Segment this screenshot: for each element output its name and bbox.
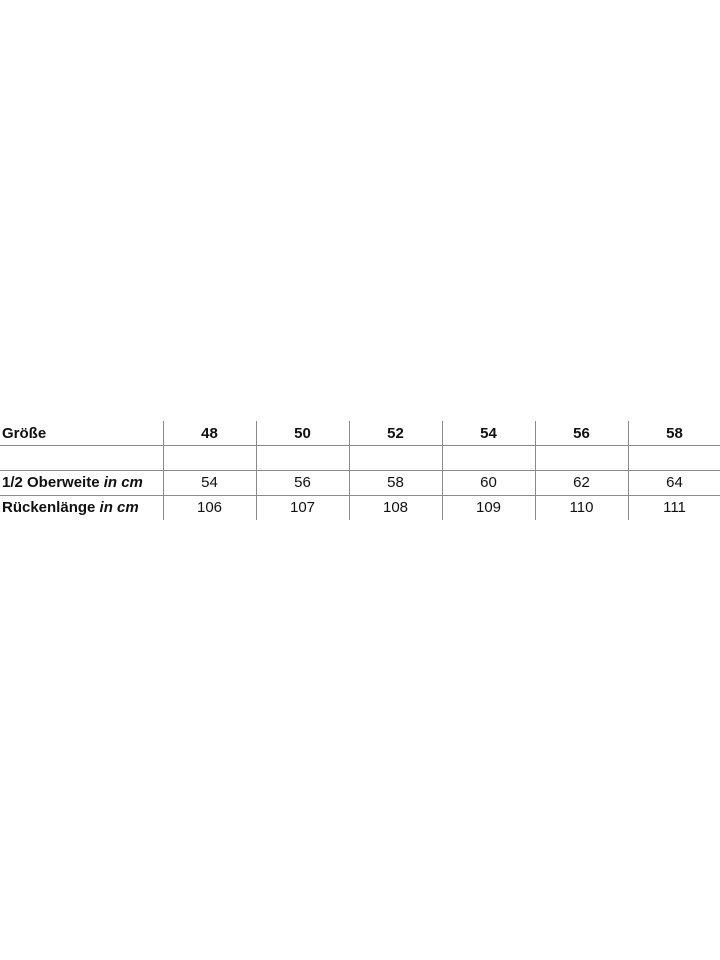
row-label: 1/2 Oberweite in cm [2,471,162,495]
table-cell: 106 [196,499,223,516]
row-unit: in cm [103,474,143,491]
size-56: 56 [573,425,590,442]
table-cell: 110 [569,499,594,516]
table-cell: 111 [663,499,686,516]
size-58: 58 [666,425,683,442]
size-50: 50 [294,425,311,442]
header-label: Größe [2,425,47,442]
row-unit: in cm [99,499,139,516]
size-48: 48 [201,425,218,442]
table-cell: 54 [201,474,218,491]
table-cell: 109 [475,499,502,516]
row-divider [0,470,720,471]
table-cell: 64 [666,474,683,491]
row-label-text: Rückenlänge [2,499,96,516]
table-cell: 108 [382,499,409,516]
row-divider [0,495,720,496]
row-divider [0,445,720,446]
row-label-text: 1/2 Oberweite [2,474,100,491]
size-52: 52 [387,425,404,442]
table-cell: 58 [387,474,404,491]
table-cell: 107 [289,499,316,516]
size-54: 54 [480,425,497,442]
table-cell: 60 [480,474,497,491]
table-cell: 56 [294,474,311,491]
row-label: Rückenlänge in cm [2,496,162,520]
table-cell: 62 [573,474,590,491]
